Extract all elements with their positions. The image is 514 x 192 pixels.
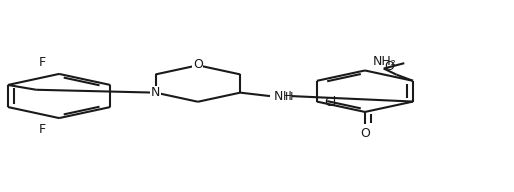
Text: O: O bbox=[360, 127, 370, 140]
Text: Cl: Cl bbox=[324, 96, 337, 109]
Text: N: N bbox=[151, 86, 160, 99]
Text: O: O bbox=[193, 58, 203, 71]
Text: NH₂: NH₂ bbox=[373, 55, 396, 68]
Text: F: F bbox=[39, 55, 46, 69]
Text: H: H bbox=[284, 92, 293, 102]
Text: F: F bbox=[39, 123, 46, 137]
Text: N: N bbox=[274, 90, 284, 103]
Text: O: O bbox=[384, 60, 394, 73]
Text: H: H bbox=[283, 90, 291, 103]
